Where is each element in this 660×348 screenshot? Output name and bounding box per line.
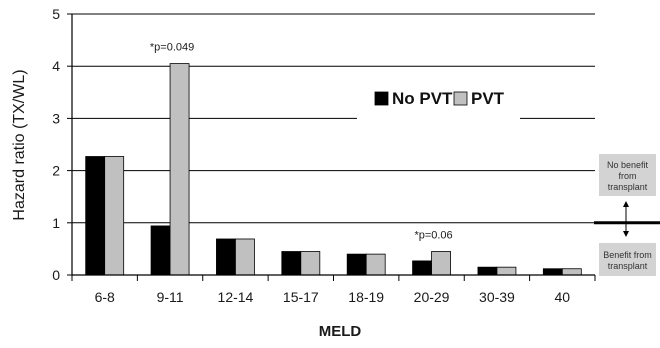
bar-pvt <box>365 253 386 276</box>
bar-pvt <box>496 266 517 276</box>
tick-labels: 0 1 2 3 4 5 6-8 9-11 12-14 15-17 18-19 20-29 30-39 40 <box>52 6 570 305</box>
x-tick-label: 6-8 <box>95 289 115 305</box>
x-tick-label: 30-39 <box>479 289 515 305</box>
arrow-up-icon <box>623 201 629 207</box>
bar-pvt <box>431 251 451 276</box>
p-value-annotation: *p=0.049 <box>150 42 194 54</box>
benefit-label: Benefit from <box>603 250 652 260</box>
x-tick-label: 9-11 <box>157 289 184 305</box>
bar-no-pvt <box>216 238 236 276</box>
legend-label: No PVT <box>392 89 453 108</box>
no-benefit-label: transplant <box>608 182 648 192</box>
arrow-down-icon <box>623 231 629 237</box>
legend-label: PVT <box>471 89 505 108</box>
y-tick-label: 4 <box>52 58 60 74</box>
y-axis-title: Hazard ratio (TX/WL) <box>11 69 28 220</box>
y-tick-label: 3 <box>52 110 60 126</box>
bar-no-pvt <box>85 156 106 276</box>
y-tick-label: 5 <box>52 6 60 22</box>
y-tick-label: 1 <box>52 215 60 231</box>
bar-no-pvt <box>346 253 367 276</box>
x-tick-label: 20-29 <box>414 289 450 305</box>
p-value-annotation: *p=0.06 <box>414 230 452 242</box>
bar-pvt <box>300 251 321 276</box>
x-tick-label: 12-14 <box>218 289 254 305</box>
bar-pvt <box>104 156 125 276</box>
bar-no-pvt <box>542 268 563 276</box>
x-tick-label: 18-19 <box>348 289 384 305</box>
bar-no-pvt <box>281 251 302 276</box>
benefit-box <box>599 243 656 276</box>
bar-pvt <box>235 238 255 276</box>
bars <box>85 63 582 276</box>
no-benefit-box <box>599 154 656 196</box>
x-tick-label: 40 <box>555 289 571 305</box>
bar-no-pvt <box>150 225 171 276</box>
benefit-label: transplant <box>608 261 648 271</box>
bar-no-pvt <box>477 266 498 276</box>
x-tick-label: 15-17 <box>283 289 319 305</box>
bar-pvt <box>169 63 190 276</box>
y-tick-label: 2 <box>52 163 60 179</box>
legend-swatch <box>453 91 468 106</box>
no-benefit-label: No benefit <box>607 160 649 170</box>
gridlines <box>72 13 595 224</box>
x-axis-title: MELD <box>319 323 362 340</box>
bar-pvt <box>561 268 582 276</box>
no-benefit-label: from <box>619 171 637 181</box>
axes <box>67 13 596 281</box>
legend-swatch <box>374 91 389 106</box>
legend: No PVT PVT <box>374 89 505 108</box>
annotations: *p=0.049 *p=0.06 <box>150 42 453 242</box>
y-tick-label: 0 <box>52 267 60 283</box>
bar-no-pvt <box>412 260 432 276</box>
